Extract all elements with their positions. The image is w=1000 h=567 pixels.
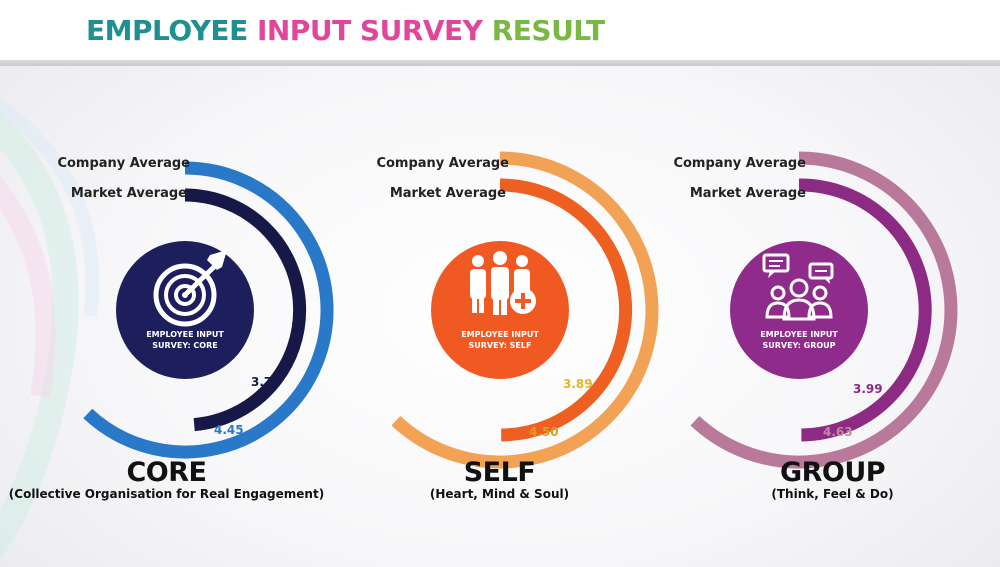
self-badge-line1: EMPLOYEE INPUT [461,330,539,339]
market-average-value: 3.76 [251,375,281,389]
self-badge: EMPLOYEE INPUT SURVEY: SELF [431,241,569,379]
core-subtitle: (Collective Organisation for Real Engage… [8,487,325,501]
market-average-value: 3.89 [563,377,593,391]
group-subtitle: (Think, Feel & Do) [771,487,894,501]
market-average-label: Market Average [70,186,187,201]
panel-group: Company Average Market Average EMPLOYEE … [666,0,999,567]
core-badge-line2: SURVEY: CORE [152,341,218,350]
title-bar: EMPLOYEE INPUT SURVEY RESULT [0,0,1000,60]
market-average-label: Market Average [689,186,806,201]
radial-chart-self [391,151,659,469]
panel-self: Company Average Market Average EMPLOYEE … [333,0,666,567]
title-word-survey: SURVEY [359,14,483,47]
self-badge-line2: SURVEY: SELF [468,341,532,350]
core-badge-label: EMPLOYEE INPUT SURVEY: CORE [116,329,254,351]
people-plus-icon [470,251,536,315]
company-average-arc [391,151,659,469]
market-average-arc [184,188,307,432]
group-badge-line1: EMPLOYEE INPUT [760,330,838,339]
company-average-value: 4.45 [214,423,244,437]
market-average-value: 3.99 [853,382,883,396]
title-word-input: INPUT [256,14,351,47]
self-title: SELF [463,457,536,488]
radial-chart-group [690,151,958,469]
market-average-arc [499,178,633,442]
company-average-arc [83,161,334,459]
decorative-swirl [0,97,100,561]
company-average-label: Company Average [376,156,509,171]
self-badge-label: EMPLOYEE INPUT SURVEY: SELF [431,329,569,351]
radial-chart-core [83,161,334,459]
core-title: CORE [126,457,207,488]
company-average-label: Company Average [673,156,806,171]
core-badge: EMPLOYEE INPUT SURVEY: CORE [116,241,254,379]
self-subtitle: (Heart, Mind & Soul) [429,487,570,501]
title-divider [0,60,1000,66]
company-average-value: 4.50 [529,425,559,439]
panel-core: Company Average Market Average EMPLOYEE … [0,0,334,567]
target-icon [153,250,227,327]
company-average-arc [690,151,958,469]
group-title: GROUP [779,457,886,488]
page-title: EMPLOYEE INPUT SURVEY RESULT [86,14,605,47]
title-word-result: RESULT [491,14,605,47]
group-chat-icon [762,253,834,321]
market-average-label: Market Average [389,186,506,201]
company-average-value: 4.63 [823,425,853,439]
market-average-arc [798,178,932,442]
group-badge: EMPLOYEE INPUT SURVEY: GROUP [730,241,868,379]
group-badge-label: EMPLOYEE INPUT SURVEY: GROUP [730,329,868,351]
core-badge-line1: EMPLOYEE INPUT [146,330,224,339]
company-average-label: Company Average [57,156,190,171]
title-word-employee: EMPLOYEE [86,14,248,47]
group-badge-line2: SURVEY: GROUP [762,341,836,350]
